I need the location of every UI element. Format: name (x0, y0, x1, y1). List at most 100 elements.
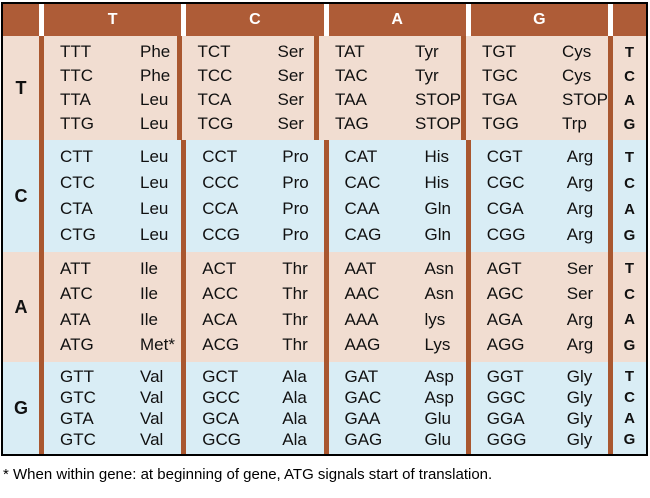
codon-text: AAA (344, 309, 379, 329)
amino-acid-text: Thr (282, 258, 308, 278)
amino-acid-text: Trp (562, 114, 587, 134)
codon-entry: TGT Cys (466, 42, 608, 62)
first-base-label-G: G (13, 397, 28, 418)
amino-acid-text: Ile (140, 258, 158, 278)
codon-text: CAT (344, 147, 378, 167)
amino-acid-text: Ile (140, 309, 158, 329)
codon-entry: TGA STOP (466, 90, 608, 110)
codon-entry: ACA Thr (186, 310, 323, 330)
amino-acid-text: Ser (277, 114, 304, 134)
amino-acid-text: Glu (424, 408, 451, 428)
codon-entry: CGA Arg (471, 199, 608, 219)
codon-entry: TCT Ser (182, 42, 315, 62)
codon-cell-T-G: TGT Cys TGC Cys TGA STOP TGG Trp (466, 36, 608, 140)
codon-text: CCT (202, 147, 238, 167)
codon-entry: CAA Gln (329, 199, 466, 219)
footnote: * When within gene: at beginning of gene… (3, 466, 493, 483)
amino-acid-text: Asn (424, 258, 454, 278)
codon-entry: GCT Ala (186, 367, 323, 387)
codon-entry: AGA Arg (471, 310, 608, 330)
column-divider (39, 140, 44, 252)
codon-text: CGG (486, 225, 526, 245)
codon-text: TAT (335, 42, 365, 62)
codon-text: GGG (486, 429, 527, 449)
amino-acid-text: Phe (140, 42, 171, 62)
codon-entry: TAC Tyr (319, 66, 461, 86)
third-base-label: C (624, 389, 635, 406)
amino-acid-text: Ser (277, 66, 304, 86)
third-base-label: T (624, 368, 635, 385)
codon-text: CGA (486, 199, 524, 219)
codon-cell-A-A: AAT Asn AAC Asn AAA lys AAG Lys (329, 252, 466, 362)
header-corner-spacer (613, 4, 646, 36)
codon-text: ATC (60, 284, 93, 304)
codon-text: GCA (202, 408, 240, 428)
codon-entry: ACC Thr (186, 284, 323, 304)
amino-acid-text: Phe (140, 66, 171, 86)
codon-entry: TAA STOP (319, 90, 461, 110)
column-divider (465, 140, 471, 252)
codon-entry: GTT Val (44, 367, 181, 387)
codon-entry: GAA Glu (329, 409, 466, 429)
amino-acid-text: Asp (424, 387, 454, 407)
codon-entry: GCC Ala (186, 388, 323, 408)
second-base-header-C: C (186, 4, 324, 36)
codon-entry: CGT Arg (471, 147, 608, 167)
amino-acid-text: Gly (566, 366, 593, 386)
codon-entry: CTA Leu (44, 199, 181, 219)
codon-entry: AGG Arg (471, 335, 608, 355)
codon-text: GGT (486, 366, 524, 386)
codon-text: CGC (486, 173, 525, 193)
codon-entry: GTA Val (44, 409, 181, 429)
codon-text: ATG (60, 335, 94, 355)
codon-text: GAC (344, 387, 382, 407)
codon-entry: AAA lys (329, 310, 466, 330)
column-divider (39, 252, 44, 362)
codon-text: TCC (197, 66, 233, 86)
column-divider (608, 140, 613, 252)
codon-entry: ATT Ile (44, 259, 181, 279)
third-base-label: C (624, 67, 635, 85)
amino-acid-text: Thr (282, 335, 308, 355)
amino-acid-text: Leu (140, 199, 169, 219)
codon-entry: TCG Ser (182, 114, 315, 134)
amino-acid-text: Gly (566, 408, 593, 428)
header-divider (181, 4, 187, 36)
amino-acid-text: Thr (282, 284, 308, 304)
codon-text: CAC (344, 173, 381, 193)
codon-text: GCT (202, 366, 239, 386)
codon-entry: CCA Pro (186, 199, 323, 219)
codon-text: GGC (486, 387, 526, 407)
column-divider (181, 362, 187, 454)
column-divider (465, 252, 471, 362)
codon-table-body: T TTT Phe TTC Phe TTA Leu TTG Leu TCT Ser TCC Ser TCA… (3, 36, 646, 454)
third-base-label: T (624, 43, 635, 61)
amino-acid-text: Asp (424, 366, 454, 386)
second-base-header-T: T (44, 4, 182, 36)
codon-cell-G-C: GCT Ala GCC Ala GCA Ala GCG Ala (186, 362, 323, 454)
codon-entry: GGT Gly (471, 367, 608, 387)
codon-text: CAA (344, 199, 380, 219)
header-divider (608, 4, 613, 36)
column-divider (323, 362, 329, 454)
column-divider (608, 362, 613, 454)
codon-cell-T-C: TCT Ser TCC Ser TCA Ser TCG Ser (182, 36, 315, 140)
codon-text: CTC (60, 173, 95, 193)
amino-acid-text: Arg (566, 335, 594, 355)
third-base-label: A (624, 311, 635, 329)
codon-entry: AGT Ser (471, 259, 608, 279)
column-divider (608, 36, 613, 140)
codon-entry: AAT Asn (329, 259, 466, 279)
codon-text: TAG (335, 114, 369, 134)
column-divider (465, 362, 471, 454)
column-divider (181, 140, 187, 252)
codon-entry: CTG Leu (44, 225, 181, 245)
codon-entry: CTC Leu (44, 173, 181, 193)
codon-text: GGA (486, 408, 525, 428)
codon-text: GTA (60, 408, 94, 428)
